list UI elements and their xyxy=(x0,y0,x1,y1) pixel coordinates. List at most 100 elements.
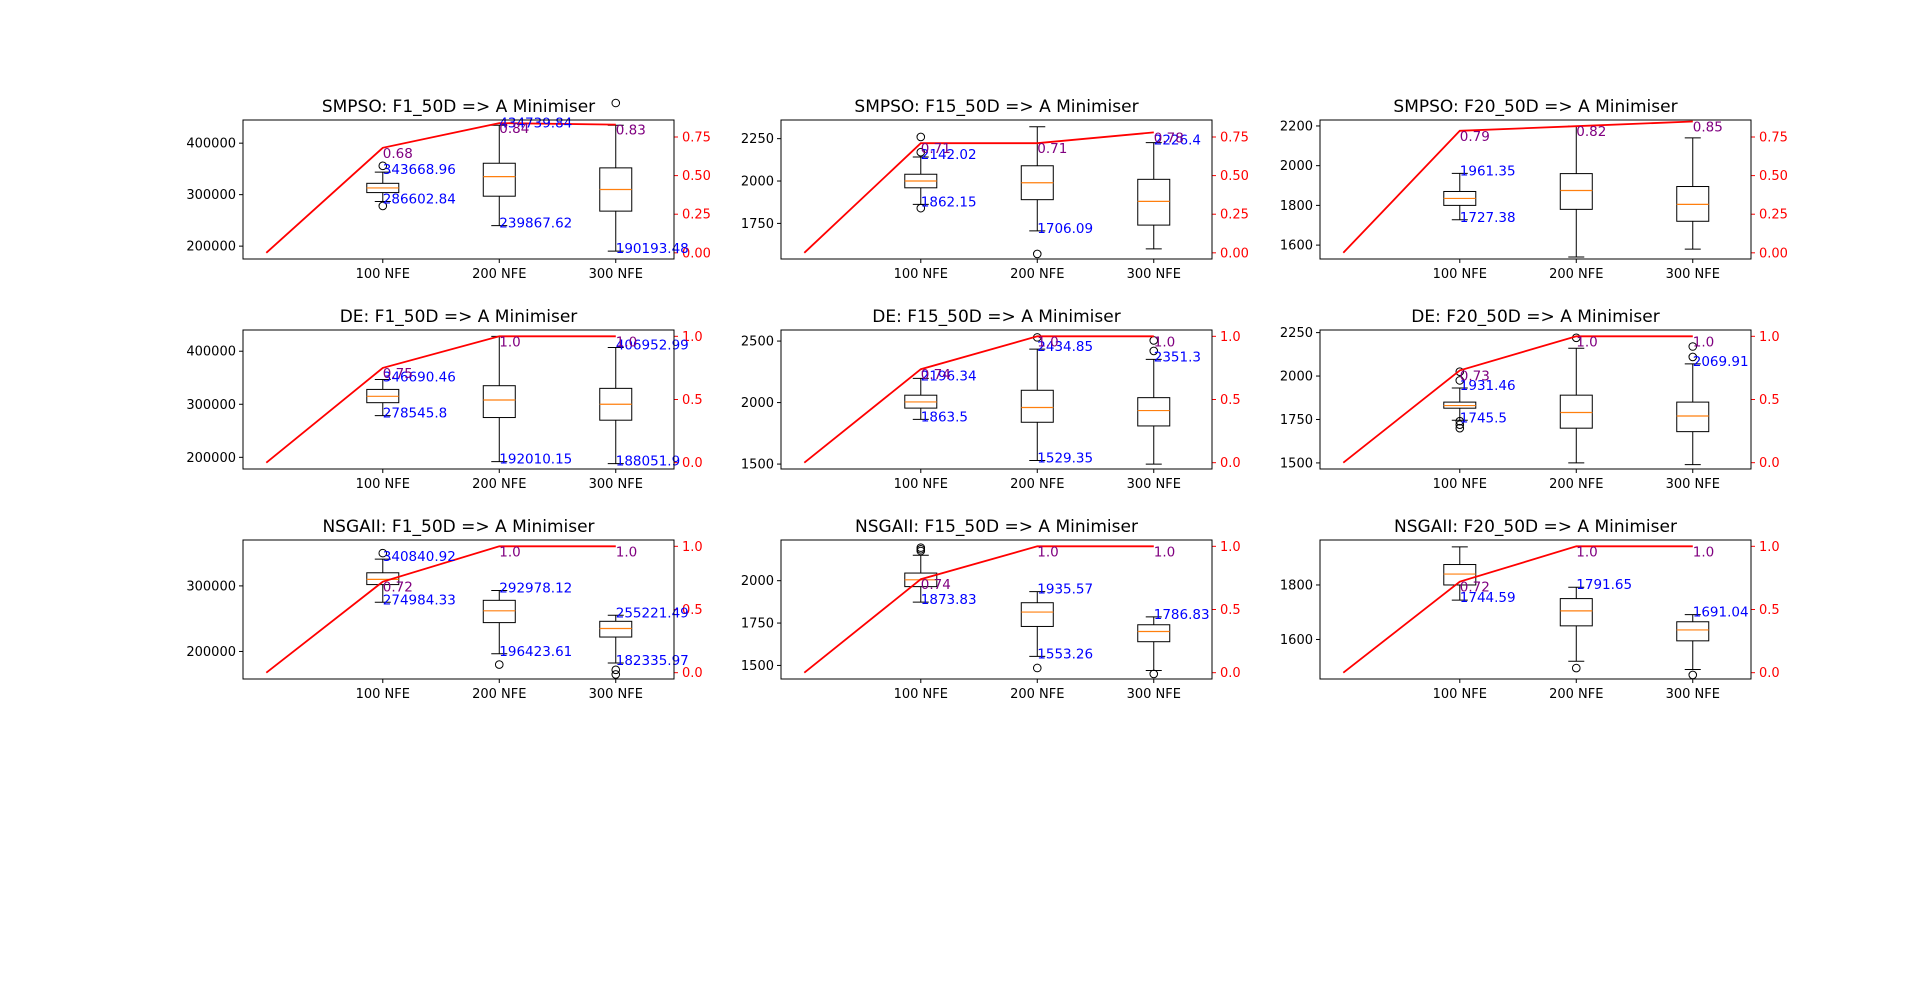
y-tick-label: 1600 xyxy=(1280,633,1313,648)
box-3 xyxy=(1137,616,1171,679)
subplot-title: DE: F1_50D => A Minimiser xyxy=(340,307,578,327)
outlier-point xyxy=(611,98,621,108)
outlier-point xyxy=(1455,420,1465,429)
box-2 xyxy=(482,124,516,227)
x-tick-label: 200 NFE xyxy=(1010,267,1064,282)
subplot-1: SMPSO: F1_50D => A Minimiser 200000 300000… xyxy=(186,97,711,282)
min-label: 190193.48 xyxy=(616,241,689,257)
outlier-point xyxy=(378,161,388,171)
ratio-label: 0.83 xyxy=(616,123,646,139)
iqr-box xyxy=(482,599,516,624)
ratio-label: 1.0 xyxy=(1576,334,1597,350)
max-label: 434739.84 xyxy=(499,115,572,131)
x-tick-label: 100 NFE xyxy=(1433,267,1487,282)
x-tick-label: 200 NFE xyxy=(472,477,526,492)
box-3 xyxy=(1676,342,1710,466)
x-tick-label: 300 NFE xyxy=(1127,477,1181,492)
box-2 xyxy=(482,590,516,669)
subplot-3: SMPSO: F20_50D => A Minimiser 1600 1800 200… xyxy=(1280,97,1788,282)
y-tick-label: 2000 xyxy=(741,175,774,190)
subplot-title: SMPSO: F1_50D => A Minimiser xyxy=(322,97,595,117)
subplot-8: NSGAII: F15_50D => A Minimiser 1500 1750 20… xyxy=(741,517,1241,702)
ratio-label: 0.72 xyxy=(383,580,413,596)
ratio-label: 1.0 xyxy=(1154,544,1175,560)
subplot-title: NSGAII: F20_50D => A Minimiser xyxy=(1394,517,1677,537)
right-y-tick-label: 1.0 xyxy=(1220,330,1241,345)
ratio-label: 0.74 xyxy=(921,367,951,383)
subplot-9: NSGAII: F20_50D => A Minimiser 1600 1800 0.… xyxy=(1280,517,1780,702)
max-label: 2226.4 xyxy=(1154,133,1201,149)
min-label: 192010.15 xyxy=(499,452,572,468)
box-2 xyxy=(1020,333,1054,461)
max-label: 2434.85 xyxy=(1037,339,1093,355)
iqr-box xyxy=(1676,401,1710,433)
outlier-point xyxy=(1688,670,1698,680)
y-tick-label: 2000 xyxy=(741,574,774,589)
right-y-tick-label: 0.50 xyxy=(682,169,711,184)
x-tick-label: 100 NFE xyxy=(894,687,948,702)
right-y-tick-label: 0.0 xyxy=(1759,666,1780,681)
min-label: 274984.33 xyxy=(383,592,456,608)
outlier-point xyxy=(916,147,926,157)
subplot-2: SMPSO: F15_50D => A Minimiser 1750 2000 225… xyxy=(741,97,1249,282)
right-y-tick-label: 0.5 xyxy=(1759,603,1780,618)
y-tick-label: 2000 xyxy=(1280,159,1313,174)
ratio-label: 0.78 xyxy=(1154,130,1184,146)
box-2 xyxy=(1020,126,1054,259)
x-tick-label: 200 NFE xyxy=(1549,687,1603,702)
ratio-label: 1.0 xyxy=(1693,334,1714,350)
ratio-line xyxy=(803,545,1154,674)
x-tick-label: 100 NFE xyxy=(1433,477,1487,492)
x-tick-label: 300 NFE xyxy=(1666,267,1720,282)
outlier-point xyxy=(916,132,926,142)
right-y-tick-label: 0.0 xyxy=(682,456,703,471)
outlier-point xyxy=(1149,346,1159,356)
box-3 xyxy=(1137,142,1171,250)
ratio-label: 0.82 xyxy=(1576,124,1606,140)
outlier-point xyxy=(1455,367,1465,377)
x-tick-label: 100 NFE xyxy=(894,477,948,492)
axes-frame xyxy=(1319,329,1752,470)
right-y-tick-label: 1.0 xyxy=(1759,330,1780,345)
x-tick-label: 200 NFE xyxy=(1549,267,1603,282)
right-y-tick-label: 0.75 xyxy=(682,130,711,145)
right-y-tick-label: 0.00 xyxy=(1759,246,1788,261)
y-tick-label: 1750 xyxy=(741,217,774,232)
y-tick-label: 200000 xyxy=(186,645,236,660)
max-label: 406952.99 xyxy=(616,338,689,354)
axes-frame xyxy=(1319,539,1752,680)
outlier-point xyxy=(494,660,504,669)
y-tick-label: 2250 xyxy=(741,132,774,147)
ratio-line xyxy=(1342,335,1693,464)
box-1 xyxy=(1443,367,1477,433)
subplot-title: DE: F15_50D => A Minimiser xyxy=(872,307,1120,327)
x-tick-label: 200 NFE xyxy=(472,267,526,282)
x-tick-label: 100 NFE xyxy=(356,267,410,282)
outlier-point xyxy=(611,670,621,679)
right-y-tick-label: 0.0 xyxy=(1220,456,1241,471)
subplot-title: NSGAII: F15_50D => A Minimiser xyxy=(855,517,1138,537)
x-tick-label: 300 NFE xyxy=(1666,477,1720,492)
iqr-box xyxy=(366,572,400,586)
right-y-tick-label: 0.50 xyxy=(1220,169,1249,184)
min-label: 188051.9 xyxy=(616,454,680,470)
y-tick-label: 1500 xyxy=(741,458,774,473)
ratio-label: 0.74 xyxy=(921,577,951,593)
y-tick-label: 2500 xyxy=(741,335,774,350)
subplot-5: DE: F15_50D => A Minimiser 1500 2000 2500 0.… xyxy=(741,307,1241,492)
min-label: 1727.38 xyxy=(1460,210,1516,226)
iqr-box xyxy=(1559,173,1593,210)
min-label: 1529.35 xyxy=(1037,450,1093,466)
ratio-label: 0.85 xyxy=(1693,120,1723,136)
outlier-point xyxy=(1455,416,1465,426)
subplot-6: DE: F20_50D => A Minimiser 1500 1750 2000 22… xyxy=(1280,307,1780,492)
y-tick-label: 1800 xyxy=(1280,199,1313,214)
max-label: 255221.49 xyxy=(616,605,689,621)
right-y-tick-label: 0.75 xyxy=(1220,130,1249,145)
x-tick-label: 300 NFE xyxy=(1127,687,1181,702)
y-tick-label: 300000 xyxy=(186,398,236,413)
axes-frame xyxy=(242,329,675,470)
min-label: 278545.8 xyxy=(383,406,447,422)
right-y-tick-label: 1.0 xyxy=(682,540,703,555)
outlier-point xyxy=(378,201,388,211)
